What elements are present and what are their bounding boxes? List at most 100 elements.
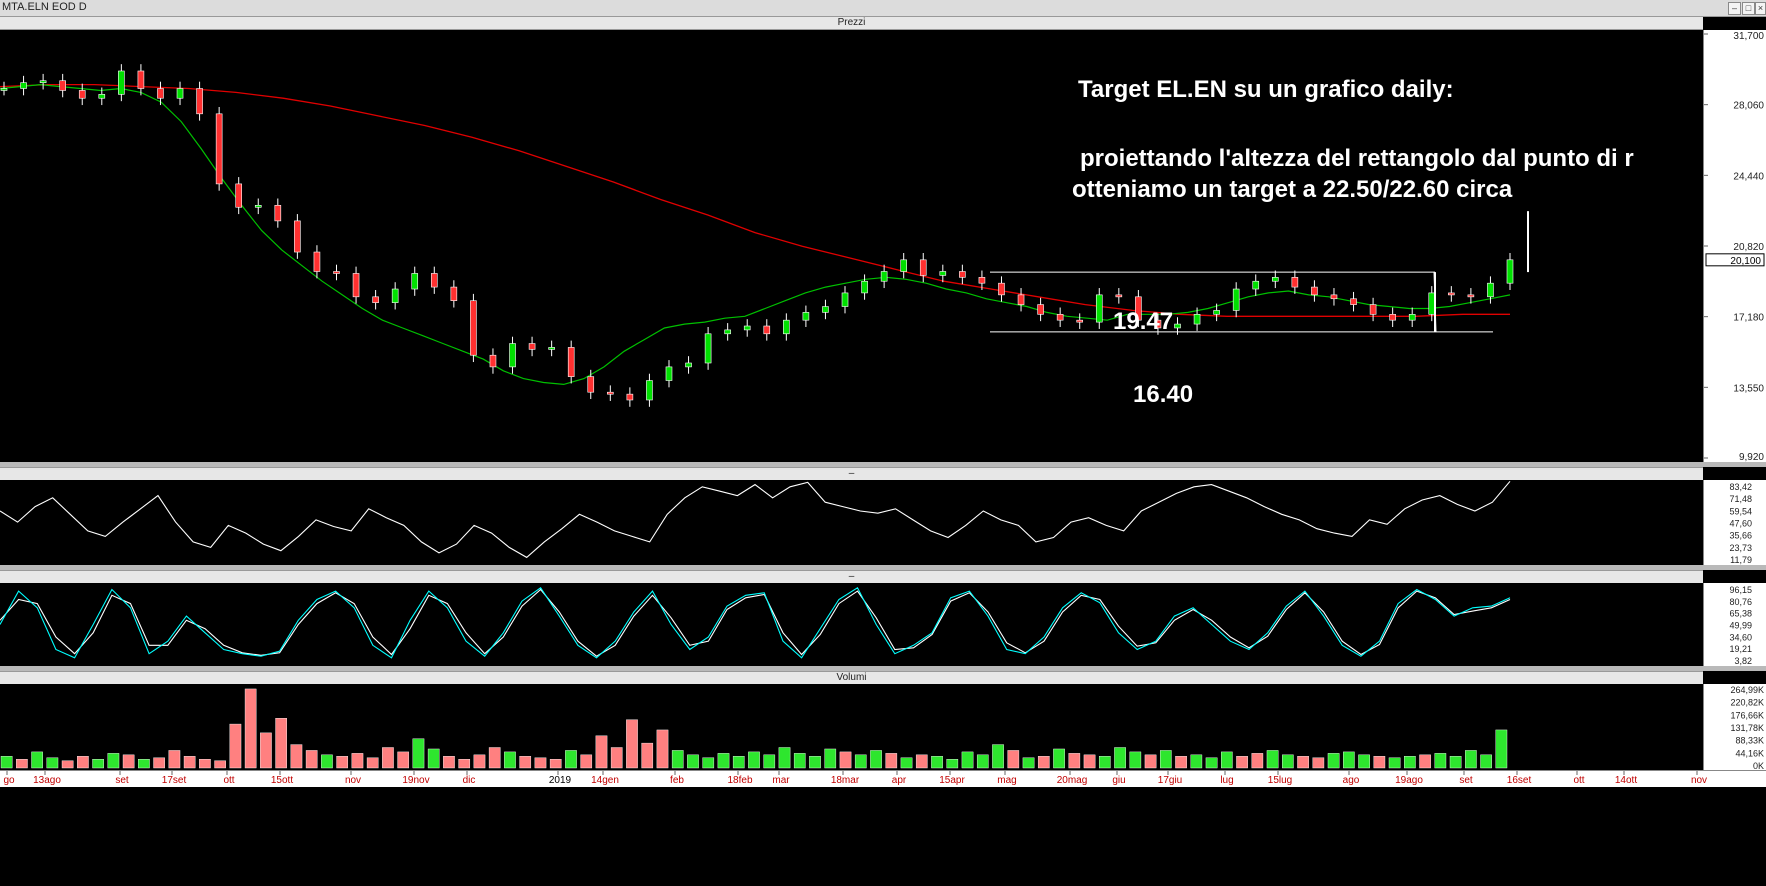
candle-body [39,80,47,84]
price-axis-labels: 31,700 28,060 24,440 20,820 17,180 13,550 9,92… [1704,31,1765,462]
rsi-axis[interactable]: 83,42 71,48 59,54 47,60 35,66 23,73 11,79 [1703,480,1766,565]
date-label: 14gen [591,775,619,786]
volume-tick-label: 264,99K [1730,685,1764,695]
close-icon[interactable]: × [1755,2,1766,15]
candle-body [470,300,477,356]
rectangle-edge [1433,272,1437,332]
candle-body [333,271,340,274]
volume-bar [366,757,379,769]
candle [391,282,399,310]
candle [59,73,66,98]
candle [352,266,360,304]
candle [1369,297,1377,322]
panel-separator[interactable] [0,666,1766,671]
candle-body [646,380,653,401]
candle-body [157,88,164,99]
date-label: set [115,775,129,786]
panel-separator[interactable] [0,462,1766,467]
volume-bar [1022,757,1035,769]
candle [313,245,321,279]
candle [509,336,516,374]
date-label: 15lug [1268,775,1292,786]
candle [274,198,282,228]
rsi-chart [0,480,1511,559]
candle-body [1017,294,1025,305]
minimize-icon[interactable]: – [1728,2,1741,15]
candle-body [59,80,66,91]
candle [118,64,125,102]
volume-bar [595,735,608,769]
candle [196,81,203,121]
candle-body [1076,319,1084,323]
candle-body [78,90,86,99]
candle-body [900,259,907,272]
price-axis[interactable]: 31,700 28,060 24,440 20,820 17,180 13,550 9,92… [1703,30,1766,462]
candle-body [20,82,27,89]
candle-body [489,354,497,368]
candle [919,253,927,283]
volume-bar [549,759,562,769]
bottom-area [0,787,1766,886]
volume-bar [824,748,837,769]
volume-bar [641,742,654,769]
stoch-axis[interactable]: 96,15 80,76 65,38 49,99 34,60 19,21 3,82 [1703,583,1766,666]
volume-bar [1205,757,1218,769]
volume-bar [1297,756,1309,769]
indicator-tick-label: 49,99 [1729,621,1752,631]
indicator-tick-label: 83,42 [1729,482,1752,492]
volume-axis-labels: 264,99K 220,82K 176,66K 131,78K 88,33K 44,16K… [1730,685,1764,770]
volume-bar [702,757,715,769]
candle [861,274,868,300]
maximize-icon[interactable]: □ [1742,2,1755,15]
volume-bar [1175,756,1187,769]
last-price-label: 20,100 [1730,256,1761,267]
date-label: 2019 [549,775,572,786]
candle-body [841,292,849,307]
volume-bar [839,751,852,769]
date-label: 17giu [1158,775,1182,786]
candle-body [1487,282,1494,298]
candle [822,299,829,320]
volume-bar [138,759,150,769]
date-label: 15apr [939,775,965,786]
volume-bar [976,754,989,769]
indicator-tick-label: 3,82 [1734,656,1752,666]
volume-bar [1144,754,1157,769]
stoch-panel[interactable] [0,583,1703,666]
candle [176,81,184,106]
candle [78,83,86,106]
rsi-panel[interactable] [0,480,1703,565]
candle [1487,276,1494,304]
volume-bar [290,744,303,769]
volume-bar [473,754,486,769]
volume-bar [382,747,394,769]
candle [567,340,575,384]
resistance-label: 19.47 [1113,308,1174,335]
indicator-tick-label: 35,66 [1729,531,1752,541]
candle-body [1213,310,1220,315]
candle-body [1154,319,1162,329]
candle-body [939,271,947,276]
volume-bar [1312,757,1325,769]
price-panel[interactable] [0,30,1703,462]
volume-bar [305,750,318,769]
volume-bar [1373,756,1386,769]
volume-panel[interactable] [0,684,1703,770]
candle [20,75,27,96]
volume-tick-label: 176,66K [1730,710,1764,720]
date-label: 19nov [402,775,429,786]
candle [98,87,106,106]
volume-tick-label: 88,33K [1735,736,1764,746]
candle [685,356,692,374]
panel-separator[interactable] [0,565,1766,570]
price-tick-label: 24,440 [1733,171,1764,182]
volume-bar [1236,756,1248,769]
volume-axis[interactable]: 264,99K 220,82K 176,66K 131,78K 88,33K 44,16K… [1703,684,1766,770]
volume-bar [214,760,226,769]
indicator-tick-label: 34,60 [1729,632,1752,642]
volume-bar [610,747,623,769]
candle-body [978,277,986,284]
price-tick-label: 31,700 [1733,31,1764,42]
date-axis[interactable]: go 13ago set 17set ott 15ott nov 19nov dic 2019 14… [0,770,1766,787]
